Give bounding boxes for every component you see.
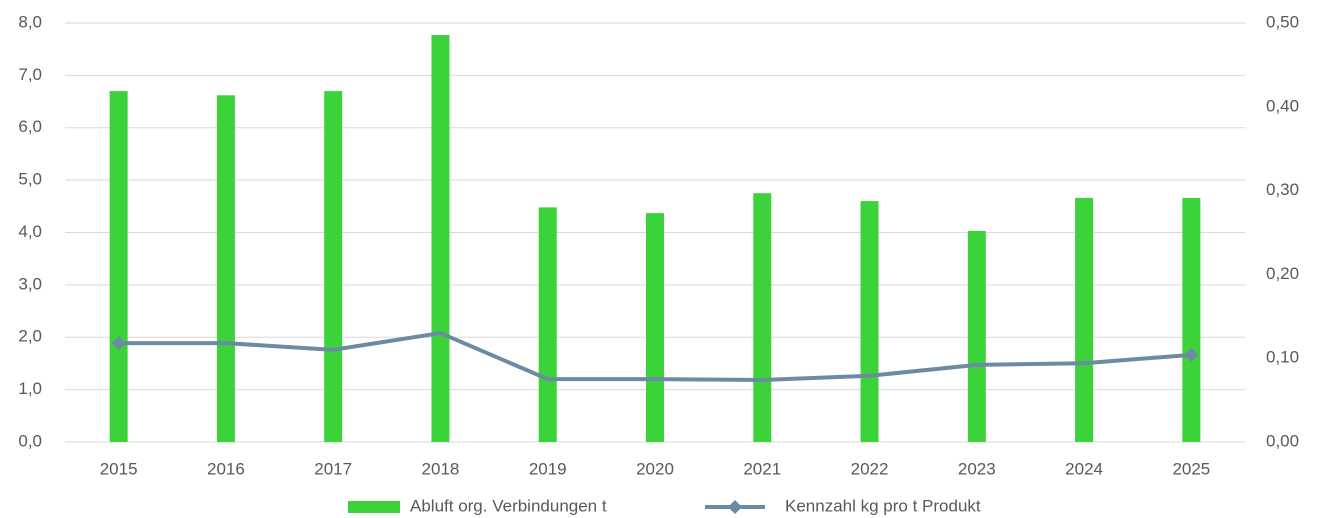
line-marker	[1184, 347, 1199, 362]
y-tick-label: 1,0	[18, 379, 42, 398]
y-tick-label: 8,0	[18, 12, 42, 31]
y-tick-label: 5,0	[18, 170, 42, 189]
y2-tick-label: 0,20	[1266, 264, 1299, 283]
legend-label: Abluft org. Verbindungen t	[410, 496, 607, 515]
x-tick-label: 2018	[422, 459, 460, 478]
legend-swatch	[348, 501, 400, 513]
bar	[431, 35, 450, 442]
y-tick-label: 3,0	[18, 274, 42, 293]
y-tick-label: 2,0	[18, 327, 42, 346]
y-tick-label: 0,0	[18, 431, 42, 450]
y-tick-label: 7,0	[18, 65, 42, 84]
bar	[109, 91, 128, 443]
bar	[1182, 197, 1201, 442]
x-tick-label: 2024	[1065, 459, 1103, 478]
line-marker	[111, 336, 126, 351]
bar	[646, 213, 664, 442]
y2-tick-label: 0,40	[1266, 96, 1299, 115]
bar	[324, 91, 343, 443]
x-tick-label: 2021	[743, 459, 781, 478]
legend-marker	[728, 500, 742, 514]
x-tick-label: 2016	[207, 459, 245, 478]
y-tick-label: 6,0	[18, 117, 42, 136]
x-tick-label: 2025	[1172, 459, 1210, 478]
bar	[860, 201, 879, 442]
bar	[538, 207, 557, 442]
bar	[1075, 197, 1094, 442]
y2-tick-label: 0,30	[1266, 180, 1299, 199]
x-tick-label: 2019	[529, 459, 567, 478]
x-tick-label: 2020	[636, 459, 674, 478]
x-tick-label: 2022	[851, 459, 889, 478]
bar	[216, 95, 235, 442]
y2-tick-label: 0,50	[1266, 12, 1299, 31]
x-tick-label: 2017	[314, 459, 352, 478]
x-tick-label: 2015	[100, 459, 138, 478]
x-tick-label: 2023	[958, 459, 996, 478]
y2-tick-label: 0,10	[1266, 348, 1299, 367]
y-tick-label: 4,0	[18, 222, 42, 241]
bar	[967, 230, 986, 442]
bar	[753, 193, 772, 442]
line	[118, 331, 1192, 382]
legend-label: Kennzahl kg pro t Produkt	[785, 496, 981, 515]
y2-tick-label: 0,00	[1266, 431, 1299, 450]
